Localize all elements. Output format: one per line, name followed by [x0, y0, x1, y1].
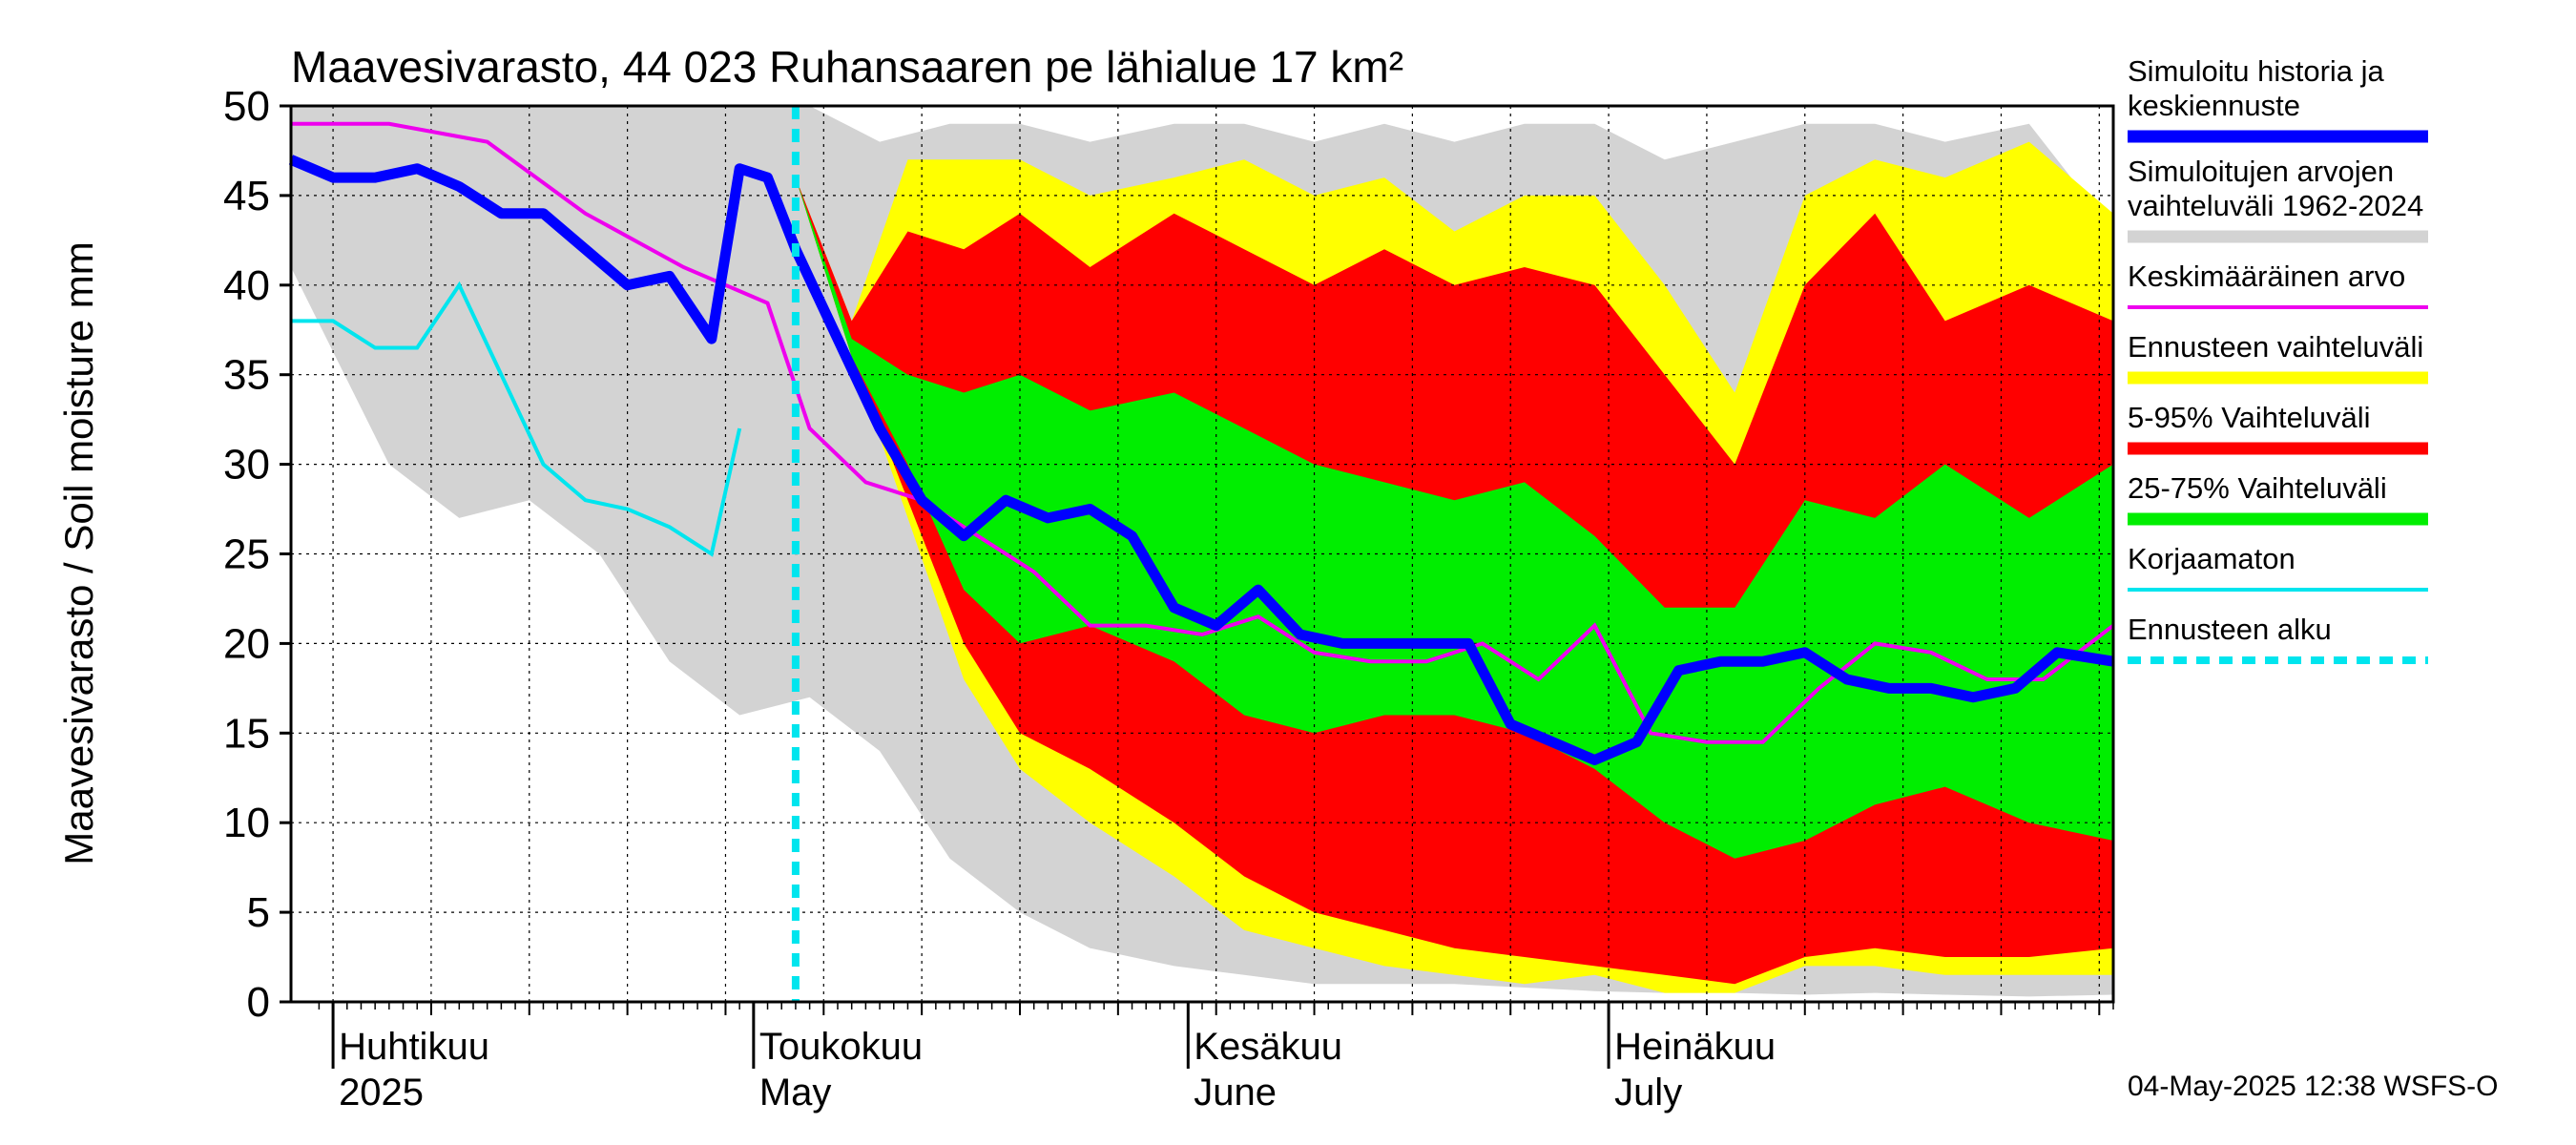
legend-label: Ennusteen vaihteluväli [2128, 330, 2423, 364]
band-layer [291, 106, 2113, 997]
legend-item: Keskimääräinen arvo [2128, 260, 2428, 309]
y-tick-label: 40 [223, 262, 270, 309]
month-label-fi: Heinäkuu [1614, 1026, 1776, 1068]
y-tick-label: 30 [223, 442, 270, 489]
legend-item: Ennusteen alku [2128, 613, 2428, 664]
y-tick-label: 10 [223, 800, 270, 846]
legend-label: Simuloitu historia ja [2128, 54, 2385, 88]
month-label-fi: Kesäkuu [1194, 1026, 1342, 1068]
y-tick-label: 0 [247, 979, 270, 1026]
month-label-en: July [1614, 1072, 1682, 1114]
month-label-fi: Toukokuu [759, 1026, 923, 1068]
y-tick-label: 45 [223, 173, 270, 219]
grid-layer [291, 106, 2113, 1002]
y-tick-label: 5 [247, 889, 270, 936]
legend-label: Korjaamaton [2128, 542, 2296, 575]
y-tick-label: 25 [223, 531, 270, 578]
p25-75-band [795, 177, 2113, 859]
chart-title: Maavesivarasto, 44 023 Ruhansaaren pe lä… [291, 42, 1403, 92]
legend-label: 25-75% Vaihteluväli [2128, 471, 2387, 505]
mean-line [291, 121, 2115, 744]
legend-item: 25-75% Vaihteluväli [2128, 471, 2428, 526]
median-line [288, 155, 2114, 765]
month-label-fi: Huhtikuu [339, 1026, 489, 1068]
month-label-en: 2025 [339, 1072, 424, 1114]
uncorrected-line [291, 281, 742, 557]
legend-label: keskiennuste [2128, 89, 2300, 122]
axes-layer: 05101520253035404550Huhtikuu2025Toukokuu… [223, 83, 2114, 1114]
legend-item: Ennusteen vaihteluväli [2128, 330, 2428, 385]
y-axis-label: Maavesivarasto / Soil moisture mm [56, 241, 101, 865]
legend-label: Keskimääräinen arvo [2128, 260, 2405, 293]
month-label-en: May [759, 1072, 832, 1114]
month-label-en: June [1194, 1072, 1277, 1114]
plot-area [288, 104, 2115, 1004]
y-tick-label: 35 [223, 352, 270, 399]
legend-label: vaihteluväli 1962-2024 [2128, 189, 2423, 222]
legend-item: 5-95% Vaihteluväli [2128, 401, 2428, 455]
timestamp: 04-May-2025 12:38 WSFS-O [2128, 1071, 2499, 1102]
legend: Simuloitu historia jakeskiennusteSimuloi… [2128, 54, 2428, 664]
legend-label: Simuloitujen arvojen [2128, 155, 2394, 188]
y-tick-label: 50 [223, 83, 270, 130]
y-tick-label: 20 [223, 620, 270, 667]
legend-item: Korjaamaton [2128, 542, 2428, 592]
legend-label: Ennusteen alku [2128, 613, 2332, 646]
y-tick-label: 15 [223, 710, 270, 757]
legend-label: 5-95% Vaihteluväli [2128, 401, 2370, 434]
line-layer [288, 106, 2115, 1002]
